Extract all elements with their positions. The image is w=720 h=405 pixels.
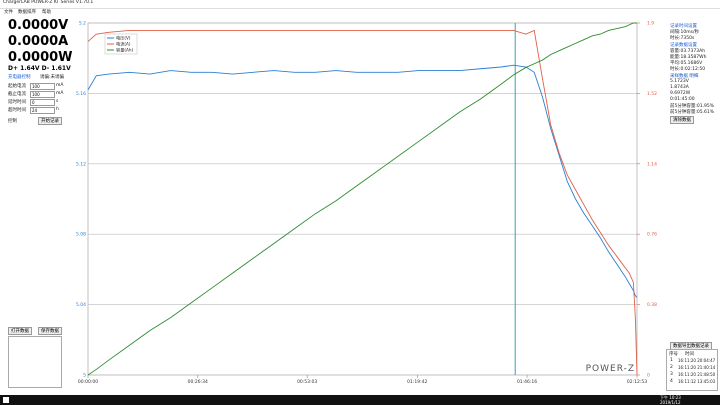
x-tick-label: 02:12:53: [627, 379, 647, 385]
row-unit: s: [56, 99, 59, 104]
sample-title: 采样数据 明细: [670, 74, 699, 79]
legend-label: 电流(A): [116, 41, 131, 48]
table-cell: 16:11:12 13:45:03: [678, 379, 716, 384]
table-header: 序号: [669, 352, 678, 357]
menu-help[interactable]: 帮助: [42, 10, 51, 15]
series-line: [87, 29, 638, 376]
row-label: 起始电流: [8, 84, 26, 89]
row-input[interactable]: 100: [30, 83, 55, 90]
sample-power: 9.6972W: [670, 91, 691, 96]
save-button[interactable]: 保存数据: [38, 327, 62, 335]
y2-tick-label: 0.76: [647, 232, 657, 238]
x-tick-label: 01:19:42: [407, 379, 427, 385]
y2-tick-label: 1.52: [647, 91, 657, 97]
x-tick-label: 00:26:34: [188, 379, 208, 385]
table-cell: 16:11:20 21:48:50: [678, 372, 716, 377]
y-tick-label: 5: [83, 373, 86, 379]
section-title: 充电器控制: [8, 75, 31, 80]
y2-tick-label: 1.14: [647, 161, 657, 167]
time: 时长:0:02:12:50: [670, 67, 706, 72]
date: 2019/1/12: [660, 400, 681, 405]
y-tick-label: 5.08: [76, 232, 86, 238]
window-title: ChargerLAB POWER-Z KT Series V1.70.1: [3, 0, 94, 5]
menu-sort[interactable]: 数据排序: [18, 10, 36, 15]
clock: 下午 10:23: [660, 395, 681, 400]
row-unit: h: [56, 107, 59, 112]
row-unit: mA: [56, 91, 64, 96]
x-tick-label: 00:53:03: [297, 379, 317, 385]
series-line: [87, 64, 638, 298]
data-title: 记录数据设置: [670, 43, 697, 48]
legend-label: 容量(Ah): [116, 47, 134, 54]
table-cell: 3: [670, 372, 673, 377]
row-input[interactable]: 100: [30, 91, 55, 98]
sample-cap1: 前5分钟容量:01.95%: [670, 104, 715, 109]
row-input[interactable]: 0: [30, 99, 55, 106]
power-readout: 0.0000W: [8, 50, 73, 65]
capacity: 容量:03.7373Ah: [670, 49, 706, 54]
row-label: 超时时间: [8, 108, 26, 113]
record-table: [666, 349, 718, 391]
y2-tick-label: 0.38: [647, 302, 657, 308]
sample-current: 1.8743A: [670, 85, 689, 90]
duration: 时长:7350s: [670, 36, 695, 41]
trigger-status: 诱骗:未诱骗: [40, 75, 65, 80]
sample-voltage: 5.1723V: [670, 79, 689, 84]
taskbar: 下午 10:23 2019/1/12: [0, 395, 720, 405]
brand: POWER-Z: [586, 364, 635, 374]
y-tick-label: 5.2: [79, 21, 86, 27]
row-label: 延时时间: [8, 100, 26, 105]
legend-box: [104, 33, 138, 55]
dpdm-readout: D+ 1.64V D- 1.61V: [8, 65, 71, 72]
series-line: [87, 22, 637, 376]
table-cell: 2: [670, 365, 673, 370]
table-cell: 1: [670, 358, 673, 363]
table-cell: 4: [670, 379, 673, 384]
start-button[interactable]: 开始记录: [38, 117, 62, 125]
y2-tick-label: 1.9: [647, 21, 654, 27]
row-label: 截止电流: [8, 92, 26, 97]
interval: 间隔:10ms/秒: [670, 30, 699, 35]
title-bar: ChargerLAB POWER-Z KT Series V1.70.1: [0, 0, 720, 9]
menu-file[interactable]: 文件: [4, 10, 13, 15]
x-tick-label: 00:00:00: [78, 379, 98, 385]
table-cell: 16:11:20 21:40:14: [678, 365, 716, 370]
table-header: 时间: [685, 352, 694, 357]
row-unit: mA: [56, 83, 64, 88]
start-icon[interactable]: [3, 397, 9, 403]
control-label: 控制: [8, 119, 17, 124]
energy: 能量:18.3587Wh: [670, 55, 707, 60]
voltage-readout: 0.0000V: [8, 18, 69, 33]
clear-button[interactable]: 清除数据: [670, 116, 694, 124]
open-button[interactable]: 打开数据: [8, 327, 32, 335]
log-box: [8, 336, 62, 388]
sample-cap2: 前5分钟容量:05.61%: [670, 110, 715, 115]
sample-time: 0:01:45:00: [670, 97, 695, 102]
y-tick-label: 5.04: [76, 302, 86, 308]
row-input[interactable]: 24: [30, 107, 55, 114]
y-tick-label: 5.16: [76, 91, 86, 97]
y-tick-label: 5.12: [76, 161, 86, 167]
record-title: 记录时间设置: [670, 24, 697, 29]
table-cell: 16:11:20 20:04:47: [678, 358, 716, 363]
legend-label: 电压(V): [116, 35, 131, 42]
x-tick-label: 01:46:16: [517, 379, 537, 385]
current-readout: 0.0000A: [8, 34, 69, 49]
average: 平均:05.1686V: [670, 61, 703, 66]
y2-tick-label: 0: [647, 373, 650, 379]
plot-frame: [87, 22, 638, 376]
